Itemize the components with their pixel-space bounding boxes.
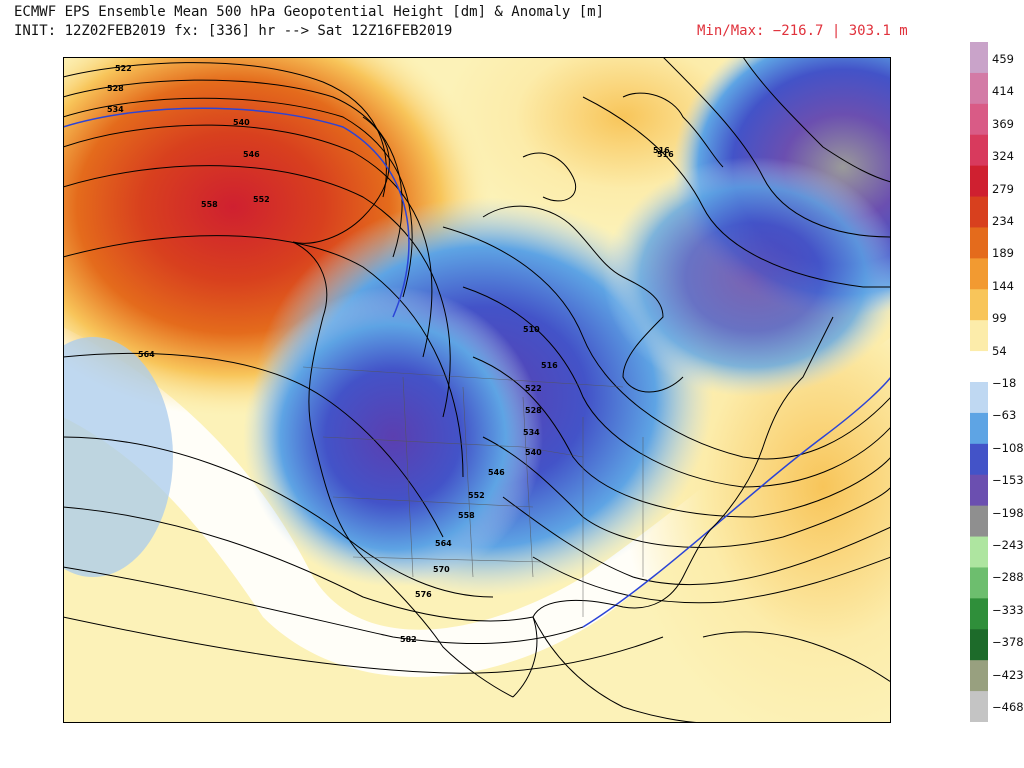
contour-label: 516 — [657, 150, 674, 159]
chart-title: ECMWF EPS Ensemble Mean 500 hPa Geopoten… — [14, 4, 605, 20]
colorbar-label: 234 — [992, 214, 1014, 228]
colorbar-swatch — [970, 536, 988, 568]
colorbar-label: −423 — [992, 667, 1024, 682]
colorbar-swatch — [970, 474, 988, 507]
colorbar-label: −198 — [992, 505, 1024, 520]
contour-label: 516 — [653, 146, 670, 155]
contour-labels: 522 528 534 540 546 552 558 564 516 510 516 522 528 5… — [107, 64, 674, 644]
colorbar-label: 369 — [992, 116, 1014, 131]
contour-label: 510 — [523, 325, 540, 334]
contour-label: 534 — [107, 105, 124, 114]
colorbar-swatch — [970, 443, 988, 476]
contour-label: 552 — [468, 491, 485, 500]
colorbar-label: −468 — [992, 700, 1024, 714]
init-forecast-line: INIT: 12Z02FEB2019 fx: [336] hr --> Sat … — [14, 23, 453, 39]
contour-label: 576 — [415, 590, 432, 599]
colorbar-label: −333 — [992, 602, 1024, 617]
colorbar-label: 279 — [992, 181, 1014, 196]
contour-label: 582 — [400, 635, 417, 644]
colorbar-swatch — [970, 629, 988, 661]
colorbar-label: −288 — [992, 570, 1024, 585]
colorbar-swatch — [970, 134, 988, 167]
colorbar-swatch — [970, 227, 988, 259]
height-contours — [63, 57, 891, 674]
colorbar-label: −18 — [992, 376, 1017, 390]
colorbar-swatch — [970, 42, 988, 74]
colorbar-label: −63 — [992, 408, 1017, 423]
contour-label: 522 — [115, 64, 132, 73]
contour-label: 558 — [458, 511, 475, 520]
colorbar-swatch — [970, 289, 988, 321]
colorbar-label: −378 — [992, 635, 1024, 650]
colorbar-swatch — [970, 258, 988, 290]
min-max-readout: Min/Max: −216.7 | 303.1 m — [697, 23, 908, 39]
contour-label: 534 — [523, 428, 540, 437]
colorbar-label: 99 — [992, 311, 1007, 326]
colorbar-swatch — [970, 505, 988, 538]
contour-label: 570 — [433, 565, 450, 574]
colorbar-label: 189 — [992, 246, 1014, 261]
colorbar-swatch — [970, 567, 988, 599]
colorbar — [970, 42, 988, 722]
contour-label: 564 — [435, 539, 452, 548]
anomaly-map: 522 528 534 540 546 552 558 564 516 510 516 522 528 5… — [63, 57, 891, 723]
contour-label: 528 — [525, 406, 542, 415]
contour-label: 540 — [233, 118, 250, 127]
colorbar-swatch — [970, 351, 988, 383]
colorbar-label: −153 — [992, 473, 1024, 488]
colorbar-swatch — [970, 165, 988, 198]
colorbar-label: −243 — [992, 538, 1024, 552]
contour-label: 522 — [525, 384, 542, 393]
contour-label: 546 — [488, 468, 505, 477]
colorbar-label: 54 — [992, 343, 1007, 358]
colorbar-swatch — [970, 691, 988, 722]
colorbar-swatch — [970, 103, 988, 136]
colorbar-label: 414 — [992, 84, 1014, 99]
colorbar-label: 144 — [992, 278, 1014, 293]
colorbar-swatch — [970, 660, 988, 692]
coastlines — [292, 92, 891, 723]
contour-label: 552 — [253, 195, 270, 204]
contour-label: 516 — [541, 361, 558, 370]
colorbar-swatch — [970, 382, 988, 414]
map-frame — [63, 57, 891, 723]
contour-label: 546 — [243, 150, 260, 159]
colorbar-swatch — [970, 320, 988, 352]
contour-label: 558 — [201, 200, 218, 209]
contour-label: 564 — [138, 350, 155, 359]
contour-label: 540 — [525, 448, 542, 457]
colorbar-swatch — [970, 72, 988, 105]
colorbar-swatch — [970, 598, 988, 630]
colorbar-label: 459 — [992, 52, 1014, 66]
colorbar-swatch — [970, 412, 988, 445]
colorbar-label: −108 — [992, 440, 1024, 455]
colorbar-swatch — [970, 196, 988, 228]
colorbar-label: 324 — [992, 149, 1014, 164]
contour-label: 528 — [107, 84, 124, 93]
